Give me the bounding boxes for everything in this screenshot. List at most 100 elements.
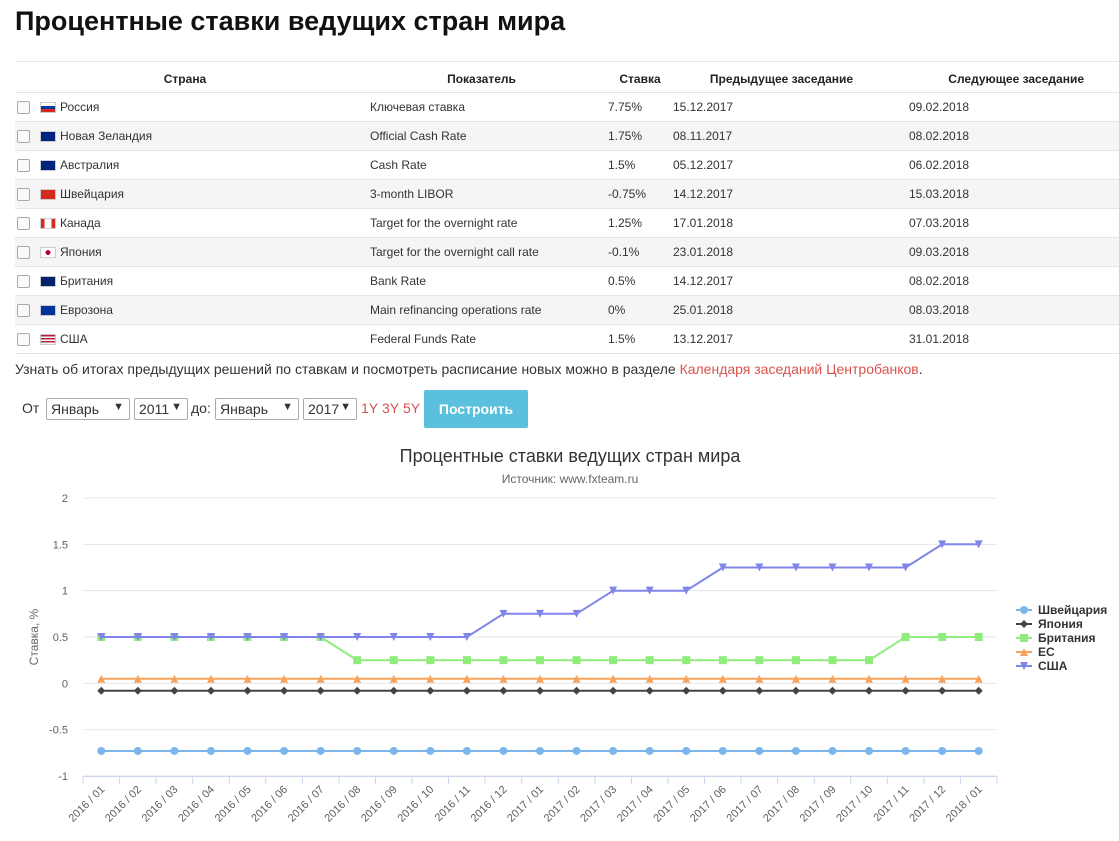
page-title: Процентные ставки ведущих стран мира — [15, 6, 566, 36]
next-meeting-cell: 08.02.2018 — [891, 121, 1119, 151]
indicator-cell: Bank Rate — [355, 266, 608, 296]
to-month-select[interactable]: Январь ▼ — [215, 398, 299, 420]
table-row: Новая Зеландия Official Cash Rate 1.75% 08.… — [15, 121, 1119, 151]
data-point — [791, 674, 800, 683]
row-checkbox[interactable] — [17, 188, 30, 202]
range-1y-link[interactable]: 1Y — [361, 400, 379, 416]
legend-item[interactable]: Швейцария — [1038, 603, 1107, 617]
range-3y-link[interactable]: 3Y — [382, 400, 400, 416]
data-point — [462, 686, 471, 695]
country-cell: Япония — [15, 237, 355, 267]
data-point — [389, 674, 398, 683]
x-tick-label: 2017 / 09 — [798, 784, 839, 825]
row-checkbox[interactable] — [17, 217, 30, 231]
flag-icon-gb — [40, 276, 56, 288]
y-tick-label: -0.5 — [49, 725, 68, 737]
data-point — [353, 674, 362, 683]
prev-meeting-cell: 05.12.2017 — [672, 150, 891, 180]
rate-cell: 0% — [608, 295, 672, 325]
data-point — [170, 686, 179, 695]
data-point — [243, 746, 252, 755]
data-point — [243, 633, 252, 641]
data-point — [865, 656, 874, 665]
legend-item[interactable]: Британия — [1038, 631, 1096, 645]
data-point — [389, 633, 398, 641]
data-point — [718, 563, 727, 572]
legend-marker — [1020, 634, 1028, 642]
country-cell: Швейцария — [15, 179, 355, 209]
flag-icon-ch — [40, 189, 56, 201]
rates-table: Страна Показатель Ставка Предыдущее засе… — [15, 66, 1119, 354]
data-point — [536, 746, 544, 755]
row-checkbox[interactable] — [17, 333, 30, 347]
table-row: Австралия Cash Rate 1.5% 05.12.2017 06.02.20… — [15, 150, 1119, 180]
data-point — [426, 686, 435, 695]
next-meeting-cell: 06.02.2018 — [891, 150, 1119, 180]
x-tick-label: 2016 / 11 — [433, 784, 473, 824]
country-cell: Австралия — [15, 150, 355, 180]
col-header-next: Следующее заседание — [948, 72, 1084, 86]
to-year-select[interactable]: 2017 ▼ — [303, 398, 357, 420]
data-point — [572, 656, 581, 665]
data-point — [974, 633, 983, 641]
prev-meeting-cell: 13.12.2017 — [672, 324, 891, 354]
data-point — [974, 540, 983, 549]
data-point — [499, 746, 508, 755]
row-checkbox[interactable] — [17, 159, 30, 173]
indicator-cell: Federal Funds Rate — [355, 324, 608, 354]
build-button[interactable]: Построить — [424, 390, 528, 428]
data-point — [609, 686, 618, 695]
data-point — [97, 686, 106, 695]
row-checkbox[interactable] — [17, 101, 30, 115]
flag-icon-eu — [40, 305, 56, 317]
range-5y-link[interactable]: 5Y — [403, 400, 421, 416]
next-meeting-cell: 08.02.2018 — [891, 266, 1119, 296]
table-row: Канада Target for the overnight rate 1.25%… — [15, 208, 1119, 238]
legend-item[interactable]: ЕС — [1038, 645, 1055, 659]
chevron-down-icon: ▼ — [171, 401, 182, 413]
data-point — [316, 674, 325, 683]
data-point — [828, 656, 837, 665]
data-point — [718, 656, 727, 665]
calendar-link[interactable]: Календаря заседаний Центробанков — [679, 361, 919, 377]
data-point — [280, 633, 289, 641]
x-tick-label: 2017 / 02 — [542, 784, 583, 825]
legend-marker — [1020, 662, 1028, 670]
table-row: Британия Bank Rate 0.5% 14.12.2017 08.02.201… — [15, 266, 1119, 296]
x-tick-label: 2016 / 03 — [140, 784, 181, 825]
rate-cell: 0.5% — [608, 266, 672, 296]
y-tick-label: 1 — [62, 586, 68, 598]
data-point — [499, 674, 508, 683]
rate-cell: 7.75% — [608, 92, 672, 122]
row-checkbox[interactable] — [17, 246, 30, 260]
data-point — [938, 686, 947, 695]
row-checkbox[interactable] — [17, 304, 30, 318]
x-tick-label: 2016 / 08 — [322, 784, 363, 825]
table-row: США Federal Funds Rate 1.5% 13.12.2017 31.01… — [15, 324, 1119, 354]
y-axis-label: Ставка, % — [27, 608, 41, 665]
data-point — [609, 586, 618, 595]
data-point — [316, 686, 325, 695]
from-month-select[interactable]: Январь ▼ — [46, 398, 130, 420]
data-point — [389, 686, 398, 695]
data-point — [901, 746, 910, 755]
row-checkbox[interactable] — [17, 130, 30, 144]
prev-meeting-cell: 15.12.2017 — [672, 92, 891, 122]
next-meeting-cell: 08.03.2018 — [891, 295, 1119, 325]
table-row: Швейцария 3-month LIBOR -0.75% 14.12.2017 15… — [15, 179, 1119, 209]
from-year-select[interactable]: 2011 ▼ — [134, 398, 188, 420]
y-tick-label: 2 — [62, 493, 68, 505]
row-checkbox[interactable] — [17, 275, 30, 289]
data-point — [353, 633, 362, 641]
data-point — [609, 656, 618, 665]
legend-item[interactable]: США — [1038, 659, 1068, 673]
data-point — [170, 674, 179, 683]
col-header-country: Страна — [163, 72, 207, 86]
data-point — [682, 746, 691, 755]
data-point — [938, 633, 947, 641]
data-point — [389, 656, 398, 665]
data-point — [682, 674, 691, 683]
legend-item[interactable]: Япония — [1038, 617, 1083, 631]
legend-marker — [1020, 620, 1028, 628]
